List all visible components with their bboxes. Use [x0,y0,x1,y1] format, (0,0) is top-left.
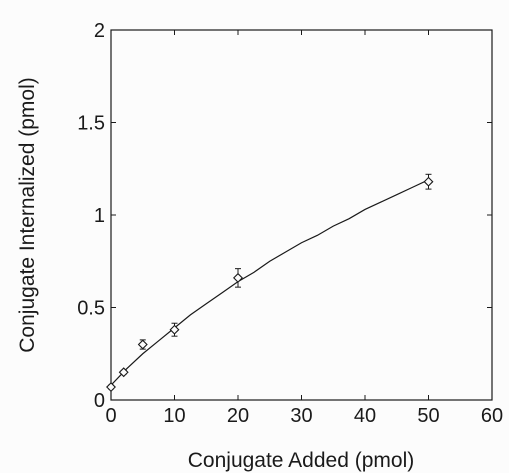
x-tick-label: 60 [481,405,503,427]
data-points-layer [106,173,434,393]
data-point [169,322,180,337]
data-point [106,382,116,393]
x-tick-label: 0 [105,405,116,427]
diamond-marker [118,367,129,378]
data-point [118,367,129,378]
fit-curve-layer [110,179,429,386]
x-tick-label: 40 [354,405,376,427]
x-tick-label: 10 [163,405,185,427]
x-tick-label: 50 [417,405,439,427]
diamond-marker [169,324,180,335]
data-point [137,339,148,350]
x-tick-label: 20 [227,405,249,427]
x-tick-label: 30 [290,405,312,427]
y-axis-ticks: 0 0.5 1 1.5 2 [77,20,492,412]
plot-area [110,29,493,401]
y-tick-label: 0 [94,390,105,412]
y-tick-label: 1.5 [77,113,105,135]
diamond-marker [423,176,434,187]
y-tick-label: 1 [94,205,105,227]
y-axis-label: Conjugate Internalized (pmol) [16,77,39,352]
fit-curve [110,179,429,386]
data-point [233,268,243,288]
y-tick-label: 2 [94,20,105,42]
diamond-marker [106,382,116,393]
x-axis-label: Conjugate Added (pmol) [188,449,414,472]
diamond-marker [233,272,243,283]
x-axis-ticks: 0 10 20 30 40 50 60 [105,30,503,427]
data-point [423,173,434,190]
diamond-marker [137,339,148,350]
y-tick-label: 0.5 [77,298,105,320]
